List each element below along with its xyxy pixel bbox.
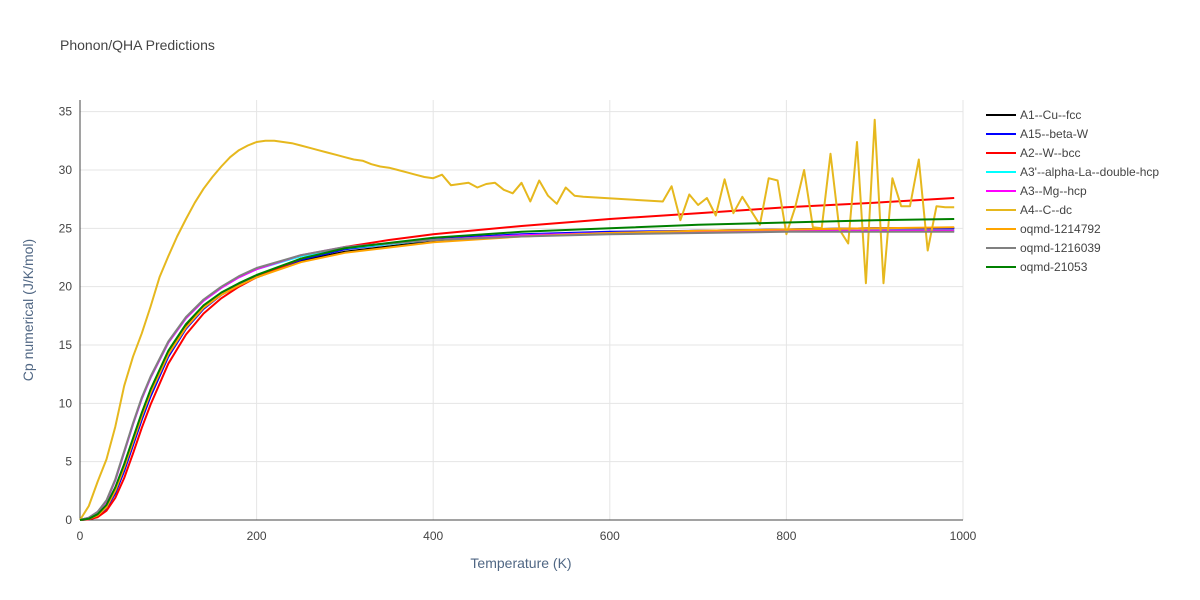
legend-item[interactable]: oqmd-21053 xyxy=(986,260,1088,274)
legend-item[interactable]: A15--beta-W xyxy=(986,127,1089,141)
x-tick-label: 600 xyxy=(600,529,620,543)
x-axis-label: Temperature (K) xyxy=(470,555,571,571)
legend[interactable]: A1--Cu--fcc A15--beta-W A2--W--bcc A3'--alp… xyxy=(986,108,1159,274)
legend-label: oqmd-1216039 xyxy=(1020,241,1101,255)
x-tick-label: 1000 xyxy=(950,529,977,543)
series-line-A1--Cu--fcc xyxy=(79,227,955,521)
y-tick-label: 5 xyxy=(65,455,72,469)
grid xyxy=(80,100,964,520)
x-tick-label: 0 xyxy=(77,529,84,543)
legend-label: A15--beta-W xyxy=(1020,127,1089,141)
legend-label: A1--Cu--fcc xyxy=(1020,108,1081,122)
series-layer xyxy=(79,118,955,521)
legend-item[interactable]: oqmd-1214792 xyxy=(986,222,1101,236)
y-tick-label: 15 xyxy=(59,338,73,352)
legend-item[interactable]: A1--Cu--fcc xyxy=(986,108,1081,122)
legend-item[interactable]: A4--C--dc xyxy=(986,203,1072,217)
legend-item[interactable]: A3'--alpha-La--double-hcp xyxy=(986,165,1159,179)
x-tick-label: 200 xyxy=(247,529,267,543)
y-tick-label: 0 xyxy=(65,513,72,527)
series-line-A3--Mg--hcp xyxy=(79,229,955,521)
chart-title: Phonon/QHA Predictions xyxy=(60,37,215,53)
series-line-oqmd-21053 xyxy=(79,218,955,521)
series-line-A3'--alpha-La--double-hcp xyxy=(79,229,955,521)
legend-item[interactable]: A2--W--bcc xyxy=(986,146,1080,160)
x-tick-label: 400 xyxy=(423,529,443,543)
x-tick-label: 800 xyxy=(776,529,796,543)
series-line-oqmd-1216039 xyxy=(79,230,955,521)
y-tick-label: 10 xyxy=(59,396,73,410)
legend-label: A3'--alpha-La--double-hcp xyxy=(1020,165,1159,179)
series-line-A4--C--dc xyxy=(79,118,955,521)
legend-label: A4--C--dc xyxy=(1020,203,1072,217)
y-tick-label: 35 xyxy=(59,105,73,119)
series-line-oqmd-1214792 xyxy=(79,226,955,521)
series-line-A2--W--bcc xyxy=(79,197,955,521)
legend-item[interactable]: A3--Mg--hcp xyxy=(986,184,1087,198)
y-axis-label: Cp numerical (J/K/mol) xyxy=(20,239,36,381)
legend-label: A2--W--bcc xyxy=(1020,146,1080,160)
legend-label: A3--Mg--hcp xyxy=(1020,184,1087,198)
y-tick-label: 30 xyxy=(59,163,73,177)
legend-item[interactable]: oqmd-1216039 xyxy=(986,241,1101,255)
series-line-A15--beta-W xyxy=(79,227,955,521)
axes: 0 200 400 600 800 1000 0 5 10 15 20 25 30 35 xyxy=(59,100,977,543)
y-tick-label: 25 xyxy=(59,221,73,235)
legend-label: oqmd-21053 xyxy=(1020,260,1088,274)
y-tick-label: 20 xyxy=(59,280,73,294)
legend-label: oqmd-1214792 xyxy=(1020,222,1101,236)
